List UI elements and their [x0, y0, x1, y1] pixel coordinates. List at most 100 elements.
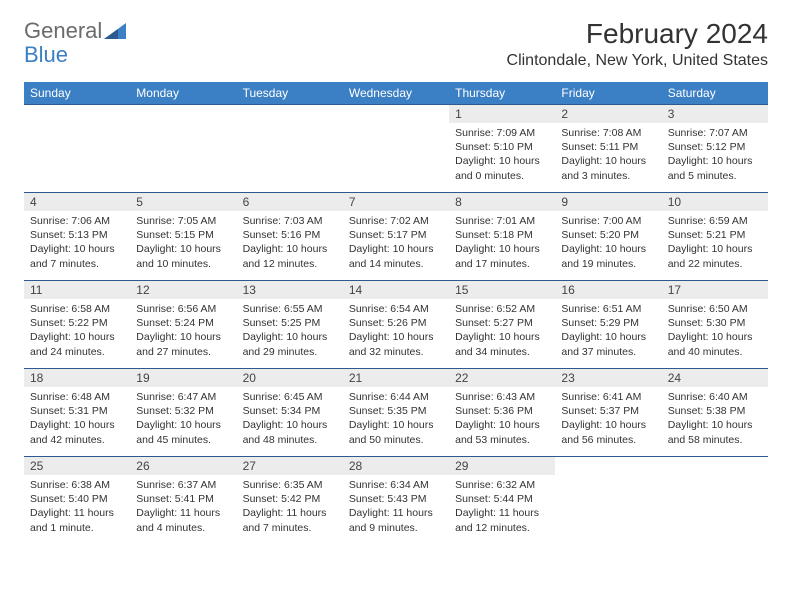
- calendar-day-cell: 13Sunrise: 6:55 AMSunset: 5:25 PMDayligh…: [237, 281, 343, 369]
- day-info: Sunrise: 6:44 AMSunset: 5:35 PMDaylight:…: [343, 387, 449, 451]
- logo-triangle-icon: [104, 23, 126, 39]
- calendar-day-cell: 18Sunrise: 6:48 AMSunset: 5:31 PMDayligh…: [24, 369, 130, 457]
- calendar-day-cell: 10Sunrise: 6:59 AMSunset: 5:21 PMDayligh…: [662, 193, 768, 281]
- day-info: Sunrise: 7:01 AMSunset: 5:18 PMDaylight:…: [449, 211, 555, 275]
- day-number: 18: [24, 369, 130, 387]
- day-number: 22: [449, 369, 555, 387]
- calendar-day-cell: ..: [130, 105, 236, 193]
- logo: General: [24, 18, 126, 44]
- calendar-week-row: 11Sunrise: 6:58 AMSunset: 5:22 PMDayligh…: [24, 281, 768, 369]
- day-info: Sunrise: 7:09 AMSunset: 5:10 PMDaylight:…: [449, 123, 555, 187]
- day-number: 10: [662, 193, 768, 211]
- calendar-day-cell: 4Sunrise: 7:06 AMSunset: 5:13 PMDaylight…: [24, 193, 130, 281]
- day-info: Sunrise: 6:48 AMSunset: 5:31 PMDaylight:…: [24, 387, 130, 451]
- day-number: 21: [343, 369, 449, 387]
- calendar-day-cell: 5Sunrise: 7:05 AMSunset: 5:15 PMDaylight…: [130, 193, 236, 281]
- calendar-day-cell: 28Sunrise: 6:34 AMSunset: 5:43 PMDayligh…: [343, 457, 449, 545]
- calendar-day-cell: 7Sunrise: 7:02 AMSunset: 5:17 PMDaylight…: [343, 193, 449, 281]
- day-info: Sunrise: 7:03 AMSunset: 5:16 PMDaylight:…: [237, 211, 343, 275]
- day-number: 6: [237, 193, 343, 211]
- weekday-header: Friday: [555, 82, 661, 105]
- day-number: 12: [130, 281, 236, 299]
- calendar-day-cell: 27Sunrise: 6:35 AMSunset: 5:42 PMDayligh…: [237, 457, 343, 545]
- weekday-header: Saturday: [662, 82, 768, 105]
- day-info: Sunrise: 6:52 AMSunset: 5:27 PMDaylight:…: [449, 299, 555, 363]
- day-number: 29: [449, 457, 555, 475]
- day-info: Sunrise: 7:08 AMSunset: 5:11 PMDaylight:…: [555, 123, 661, 187]
- calendar-day-cell: 20Sunrise: 6:45 AMSunset: 5:34 PMDayligh…: [237, 369, 343, 457]
- day-info: Sunrise: 7:05 AMSunset: 5:15 PMDaylight:…: [130, 211, 236, 275]
- calendar-day-cell: 8Sunrise: 7:01 AMSunset: 5:18 PMDaylight…: [449, 193, 555, 281]
- day-info: Sunrise: 6:55 AMSunset: 5:25 PMDaylight:…: [237, 299, 343, 363]
- day-number: 2: [555, 105, 661, 123]
- day-number: 28: [343, 457, 449, 475]
- calendar-day-cell: 9Sunrise: 7:00 AMSunset: 5:20 PMDaylight…: [555, 193, 661, 281]
- weekday-header-row: SundayMondayTuesdayWednesdayThursdayFrid…: [24, 82, 768, 105]
- calendar-day-cell: 1Sunrise: 7:09 AMSunset: 5:10 PMDaylight…: [449, 105, 555, 193]
- calendar-day-cell: ..: [662, 457, 768, 545]
- day-number: 20: [237, 369, 343, 387]
- day-info: Sunrise: 7:02 AMSunset: 5:17 PMDaylight:…: [343, 211, 449, 275]
- day-info: Sunrise: 7:07 AMSunset: 5:12 PMDaylight:…: [662, 123, 768, 187]
- day-info: Sunrise: 6:38 AMSunset: 5:40 PMDaylight:…: [24, 475, 130, 539]
- calendar-day-cell: 22Sunrise: 6:43 AMSunset: 5:36 PMDayligh…: [449, 369, 555, 457]
- day-info: Sunrise: 6:43 AMSunset: 5:36 PMDaylight:…: [449, 387, 555, 451]
- day-info: Sunrise: 6:37 AMSunset: 5:41 PMDaylight:…: [130, 475, 236, 539]
- day-number: 24: [662, 369, 768, 387]
- title-block: February 2024 Clintondale, New York, Uni…: [507, 18, 768, 70]
- calendar-day-cell: 19Sunrise: 6:47 AMSunset: 5:32 PMDayligh…: [130, 369, 236, 457]
- calendar-day-cell: ..: [555, 457, 661, 545]
- day-info: Sunrise: 6:58 AMSunset: 5:22 PMDaylight:…: [24, 299, 130, 363]
- day-info: Sunrise: 6:35 AMSunset: 5:42 PMDaylight:…: [237, 475, 343, 539]
- calendar-day-cell: 16Sunrise: 6:51 AMSunset: 5:29 PMDayligh…: [555, 281, 661, 369]
- day-info: Sunrise: 6:34 AMSunset: 5:43 PMDaylight:…: [343, 475, 449, 539]
- calendar-day-cell: 17Sunrise: 6:50 AMSunset: 5:30 PMDayligh…: [662, 281, 768, 369]
- day-info: Sunrise: 6:40 AMSunset: 5:38 PMDaylight:…: [662, 387, 768, 451]
- calendar-day-cell: 6Sunrise: 7:03 AMSunset: 5:16 PMDaylight…: [237, 193, 343, 281]
- day-number: 15: [449, 281, 555, 299]
- calendar-week-row: ........1Sunrise: 7:09 AMSunset: 5:10 PM…: [24, 105, 768, 193]
- calendar-day-cell: 24Sunrise: 6:40 AMSunset: 5:38 PMDayligh…: [662, 369, 768, 457]
- day-number: 13: [237, 281, 343, 299]
- day-info: Sunrise: 6:47 AMSunset: 5:32 PMDaylight:…: [130, 387, 236, 451]
- logo-text-blue: Blue: [24, 42, 68, 68]
- day-number: 3: [662, 105, 768, 123]
- day-number: 4: [24, 193, 130, 211]
- day-info: Sunrise: 6:51 AMSunset: 5:29 PMDaylight:…: [555, 299, 661, 363]
- calendar-day-cell: 11Sunrise: 6:58 AMSunset: 5:22 PMDayligh…: [24, 281, 130, 369]
- calendar-week-row: 4Sunrise: 7:06 AMSunset: 5:13 PMDaylight…: [24, 193, 768, 281]
- calendar-day-cell: 23Sunrise: 6:41 AMSunset: 5:37 PMDayligh…: [555, 369, 661, 457]
- day-number: 14: [343, 281, 449, 299]
- calendar-week-row: 25Sunrise: 6:38 AMSunset: 5:40 PMDayligh…: [24, 457, 768, 545]
- calendar-day-cell: 29Sunrise: 6:32 AMSunset: 5:44 PMDayligh…: [449, 457, 555, 545]
- weekday-header: Sunday: [24, 82, 130, 105]
- calendar-day-cell: 14Sunrise: 6:54 AMSunset: 5:26 PMDayligh…: [343, 281, 449, 369]
- day-info: Sunrise: 7:00 AMSunset: 5:20 PMDaylight:…: [555, 211, 661, 275]
- day-info: Sunrise: 6:54 AMSunset: 5:26 PMDaylight:…: [343, 299, 449, 363]
- day-number: 17: [662, 281, 768, 299]
- day-info: Sunrise: 6:59 AMSunset: 5:21 PMDaylight:…: [662, 211, 768, 275]
- calendar-day-cell: 2Sunrise: 7:08 AMSunset: 5:11 PMDaylight…: [555, 105, 661, 193]
- weekday-header: Tuesday: [237, 82, 343, 105]
- calendar-day-cell: 15Sunrise: 6:52 AMSunset: 5:27 PMDayligh…: [449, 281, 555, 369]
- day-info: Sunrise: 6:41 AMSunset: 5:37 PMDaylight:…: [555, 387, 661, 451]
- calendar-day-cell: 12Sunrise: 6:56 AMSunset: 5:24 PMDayligh…: [130, 281, 236, 369]
- calendar-table: SundayMondayTuesdayWednesdayThursdayFrid…: [24, 82, 768, 545]
- day-info: Sunrise: 6:45 AMSunset: 5:34 PMDaylight:…: [237, 387, 343, 451]
- day-number: 11: [24, 281, 130, 299]
- day-number: 26: [130, 457, 236, 475]
- page-header: General February 2024 Clintondale, New Y…: [24, 18, 768, 70]
- calendar-day-cell: 25Sunrise: 6:38 AMSunset: 5:40 PMDayligh…: [24, 457, 130, 545]
- day-number: 25: [24, 457, 130, 475]
- calendar-week-row: 18Sunrise: 6:48 AMSunset: 5:31 PMDayligh…: [24, 369, 768, 457]
- day-number: 23: [555, 369, 661, 387]
- day-number: 1: [449, 105, 555, 123]
- logo-text-gray: General: [24, 18, 102, 44]
- day-info: Sunrise: 6:32 AMSunset: 5:44 PMDaylight:…: [449, 475, 555, 539]
- calendar-day-cell: 26Sunrise: 6:37 AMSunset: 5:41 PMDayligh…: [130, 457, 236, 545]
- day-number: 9: [555, 193, 661, 211]
- day-number: 27: [237, 457, 343, 475]
- calendar-day-cell: ..: [24, 105, 130, 193]
- weekday-header: Wednesday: [343, 82, 449, 105]
- weekday-header: Monday: [130, 82, 236, 105]
